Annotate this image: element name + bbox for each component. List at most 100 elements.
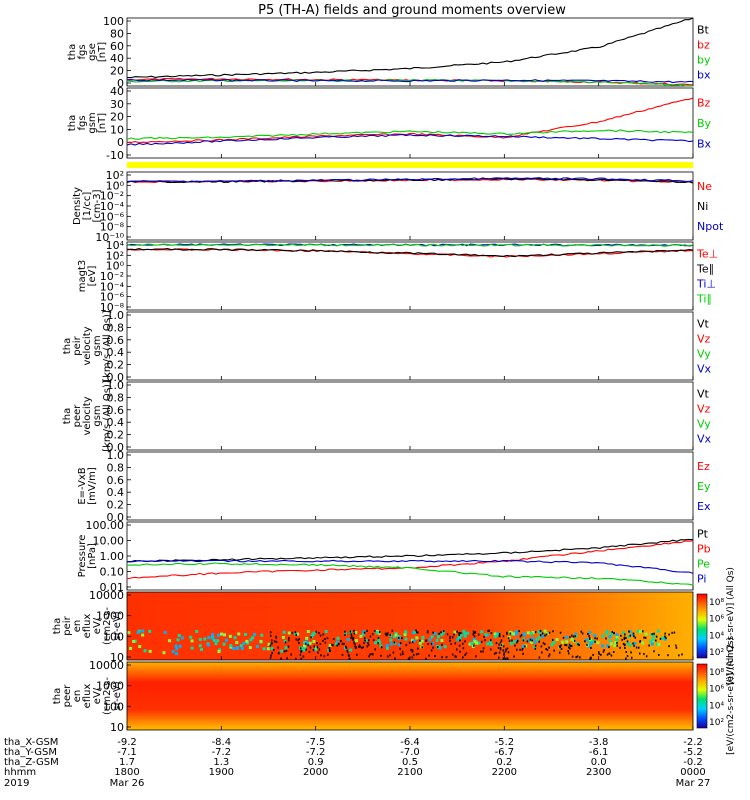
spectrogram-cell <box>543 629 547 633</box>
legend-entry: Ex <box>697 500 711 513</box>
spectrogram-cell <box>245 639 249 643</box>
spectrogram-dropout <box>459 639 461 642</box>
legend-entry: Pe <box>697 558 710 571</box>
spectrogram-cell <box>535 638 539 642</box>
y-tick-label: 10 <box>110 651 124 664</box>
spectrogram-cell <box>178 644 182 648</box>
ephemeris-value: -7.2 <box>306 747 326 758</box>
spectrogram-dropout <box>386 655 389 658</box>
spectrogram-dropout <box>358 644 361 647</box>
spectrogram-dropout <box>531 639 533 642</box>
y-axis-label-line: fgs <box>77 44 88 59</box>
y-axis-label-line: velocity <box>82 326 93 365</box>
spectrogram-cell <box>177 633 181 637</box>
spectrogram-cell <box>239 644 243 648</box>
spectrogram-dropout <box>592 653 594 656</box>
ephemeris-value: Mar 26 <box>110 778 145 789</box>
spectrogram-dropout <box>322 633 325 636</box>
spectrogram-dropout <box>587 632 589 635</box>
spectrogram-cell <box>657 642 661 646</box>
spectrogram-cell <box>415 636 419 640</box>
spectrogram-dropout <box>635 646 638 649</box>
spectrogram-dropout <box>455 648 458 651</box>
spectrogram-dropout <box>596 637 598 640</box>
y-axis-label: thapeerenefluxeV/(cm2-s-sr-eV) <box>52 677 123 715</box>
spectrogram-dropout <box>569 644 572 647</box>
spectrogram-cell <box>475 641 479 645</box>
legend-entry: Npot <box>697 220 724 233</box>
spectrogram-dropout <box>308 650 311 653</box>
spectrogram-cell <box>614 641 618 645</box>
spectrogram-cell <box>565 640 569 644</box>
spectrogram-cell <box>253 632 257 636</box>
spectrogram-dropout <box>300 657 303 660</box>
spectrogram-dropout <box>416 647 419 650</box>
spectrogram-dropout <box>584 640 586 643</box>
legend-entry: Te∥ <box>696 263 714 276</box>
ephemeris-value: 2000 <box>303 767 328 778</box>
spectrogram-dropout <box>472 630 475 633</box>
spectrogram-dropout <box>590 646 592 649</box>
spectrogram-dropout <box>503 653 505 656</box>
y-tick-label: 10⁰ <box>106 260 125 273</box>
spectrogram-cell <box>588 640 592 644</box>
spectrogram-dropout <box>434 655 436 658</box>
spectrogram-cell <box>211 636 215 640</box>
colorbar-gradient <box>696 593 708 659</box>
spectrogram-dropout <box>667 654 669 657</box>
ephemeris-value: -7.0 <box>400 747 420 758</box>
spectrogram-dropout <box>399 647 401 650</box>
spectrogram-cell <box>561 640 565 644</box>
legend-entry: Vt <box>697 388 710 401</box>
spectrogram-dropout <box>366 629 368 632</box>
y-axis-label-line: gsm <box>87 112 98 133</box>
spectrogram-dropout <box>456 630 458 633</box>
y-axis-label-line: eV/ <box>92 617 103 634</box>
spectrogram-dropout <box>648 644 650 647</box>
panel-efield: 1.00.80.60.40.20.0 E=-VxB[mV/m] Ez Ey Ex <box>77 449 711 524</box>
spectrogram-dropout <box>319 643 322 646</box>
spectrogram-dropout <box>345 647 348 650</box>
spectrogram-dropout <box>516 648 518 651</box>
spectrogram-cell <box>312 631 316 635</box>
spectrogram-cell <box>472 637 476 641</box>
quality-flag-bar <box>127 162 693 168</box>
spectrogram-dropout <box>411 656 414 659</box>
spectrogram-cell <box>235 640 239 644</box>
y-axis-label-line: [1/cc] <box>82 192 93 221</box>
spectrogram-dropout <box>545 648 547 651</box>
spectrogram-cell <box>335 640 339 644</box>
series-line-Bx <box>126 133 694 146</box>
spectrogram-dropout <box>349 630 352 633</box>
spectrogram-dropout <box>401 637 403 640</box>
panel-stack: 100806040200thafgsgse[nT]Btbzbybx4030201… <box>52 15 736 755</box>
spectrogram-cell <box>591 640 595 644</box>
spectrogram-dropout <box>449 635 451 638</box>
y-tick-label: 10⁻⁴ <box>100 200 125 213</box>
spectrogram-dropout <box>270 654 272 657</box>
spectrogram-dropout <box>651 633 654 636</box>
spectrogram-dropout <box>538 656 541 659</box>
y-axis-label-line: sr-eV) <box>112 681 123 710</box>
spectrogram-dropout <box>322 639 324 642</box>
legend-entry: Ni <box>697 200 708 213</box>
ephemeris-value: 1800 <box>114 767 139 778</box>
ephemeris-value: -6.7 <box>495 747 515 758</box>
spectrogram-dropout <box>569 647 571 650</box>
spectrogram-cell <box>633 641 637 645</box>
spectrogram-cell <box>266 647 270 651</box>
spectrogram-cell <box>610 632 614 636</box>
spectrogram-cell <box>565 635 569 639</box>
spectrogram-cell <box>303 640 307 644</box>
spectrogram-cell <box>430 635 434 639</box>
spectrogram-dropout <box>534 644 537 647</box>
spectrogram-dropout <box>299 647 302 650</box>
spectrogram-cell <box>570 638 574 642</box>
spectrogram-dropout <box>643 652 645 655</box>
spectrogram-dropout <box>371 652 373 655</box>
spectrogram-dropout <box>275 636 278 639</box>
spectrogram-dropout <box>495 651 497 654</box>
spectrogram-dropout <box>288 636 290 639</box>
